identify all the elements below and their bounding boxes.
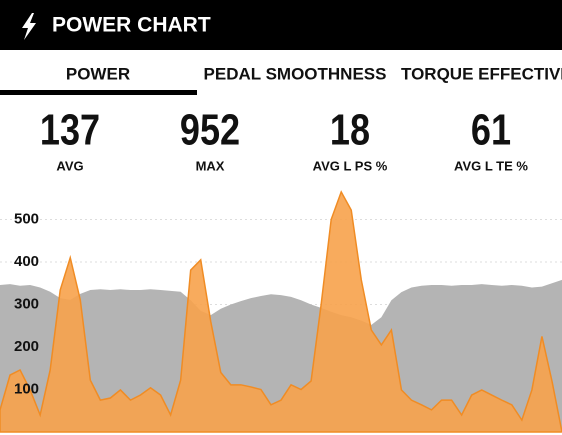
- y-tick-label: 300: [14, 295, 39, 312]
- bolt-icon: [22, 13, 36, 40]
- stat: 137 AVG: [40, 105, 100, 173]
- y-tick-label: 200: [14, 338, 39, 355]
- area: [0, 190, 562, 433]
- stat-value: 18: [330, 105, 370, 154]
- stat: 61 AVG L TE %: [454, 105, 528, 173]
- stat-value: 137: [40, 105, 100, 154]
- header-title: POWER CHART: [52, 14, 211, 37]
- stat: 18 AVG L PS %: [313, 105, 388, 173]
- stat-label: MAX: [196, 158, 225, 173]
- stat-value-wrap: 137: [40, 105, 100, 154]
- stats: 137 AVG 952 MAX 18 AVG L PS % 61 AVG L TE %: [40, 105, 528, 173]
- tab[interactable]: TORQUE EFFECTIVENE: [401, 64, 562, 83]
- stat-label: AVG L PS %: [313, 158, 388, 173]
- y-tick-label: 500: [14, 210, 39, 227]
- active-tab-underline: [0, 90, 197, 95]
- header-bar: [0, 0, 562, 50]
- stat: 952 MAX: [180, 105, 240, 173]
- y-tick-label: 400: [14, 253, 39, 270]
- chart: 100 200 300 400 500: [0, 190, 562, 433]
- stat-value-wrap: 18: [330, 105, 370, 154]
- area: [0, 279, 562, 432]
- stat-value: 61: [471, 105, 511, 154]
- stat-value-wrap: 61: [471, 105, 511, 154]
- stat-label: AVG L TE %: [454, 158, 528, 173]
- stat-label: AVG: [56, 158, 83, 173]
- y-tick-label: 100: [14, 380, 39, 397]
- stat-value-wrap: 952: [180, 105, 240, 154]
- stat-value: 952: [180, 105, 240, 154]
- tab[interactable]: POWER: [66, 64, 130, 83]
- tab[interactable]: PEDAL SMOOTHNESS: [204, 64, 387, 83]
